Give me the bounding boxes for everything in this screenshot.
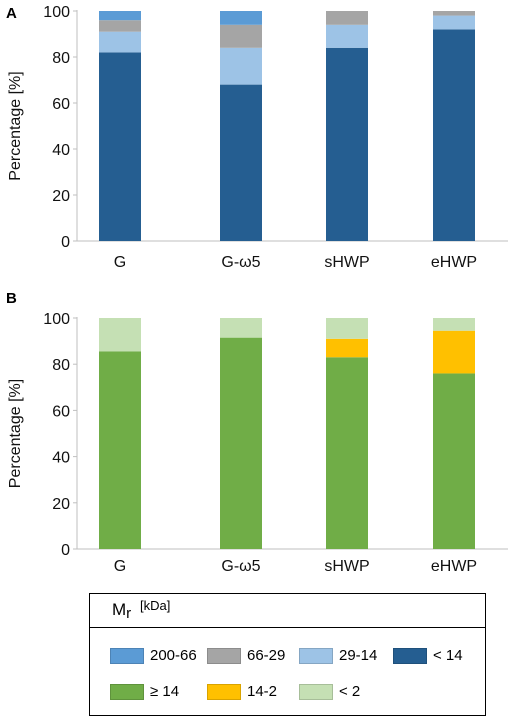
y-tick-label: 80 — [52, 357, 70, 374]
bar-segment — [220, 337, 262, 549]
bar-segment — [99, 31, 141, 53]
legend-title: Mr [kDa] — [90, 594, 485, 628]
legend-label: 29-14 — [339, 647, 378, 664]
legend-title-unit: [kDa] — [140, 598, 171, 613]
legend-label: 66-29 — [247, 647, 286, 664]
bar-segment — [433, 29, 475, 242]
legend-label: < 14 — [433, 647, 463, 664]
x-category-label: G — [114, 558, 126, 575]
y-tick-label: 20 — [52, 496, 70, 513]
bar-segment — [220, 84, 262, 241]
bar-segment — [99, 318, 141, 352]
legend-label: ≥ 14 — [150, 683, 180, 700]
y-tick-label: 0 — [61, 542, 70, 559]
legend-swatch — [207, 684, 241, 700]
bar-segment — [433, 330, 475, 374]
y-tick-label: 60 — [52, 403, 70, 420]
bar-segment — [220, 318, 262, 338]
bar-segment — [99, 11, 141, 21]
y-tick-label: 100 — [43, 311, 70, 328]
bar-segment — [326, 357, 368, 549]
bar-segment — [433, 15, 475, 30]
legend-swatch — [207, 648, 241, 664]
y-tick-label: 60 — [52, 96, 70, 113]
x-category-label: sHWP — [324, 254, 369, 271]
legend-swatch — [110, 684, 144, 700]
legend-swatch — [299, 684, 333, 700]
bar-segment — [220, 11, 262, 25]
bar-segment — [99, 351, 141, 549]
legend-title-symbol: Mr — [112, 600, 132, 622]
bar-segment — [433, 11, 475, 16]
y-tick-label: 0 — [61, 234, 70, 251]
legend-swatch — [110, 648, 144, 664]
x-category-label: eHWP — [431, 254, 477, 271]
legend-swatch — [299, 648, 333, 664]
legend-swatch — [393, 648, 427, 664]
bar-segment — [220, 24, 262, 48]
bar-segment — [326, 24, 368, 48]
bar-segment — [433, 318, 475, 331]
bar-segment — [326, 11, 368, 25]
bar-segment — [99, 52, 141, 242]
x-category-label: eHWP — [431, 558, 477, 575]
legend-label: 200-66 — [150, 647, 197, 664]
chart-panel-b: B 0 20 40 60 80 100 Percentage [%] G G-ω5 sHWP eHWP — [6, 290, 508, 575]
charts-svg: A 0 20 40 60 80 100 Percentage [%] G G-ω5 sHWP eHWP… — [6, 4, 508, 575]
bar-segment — [326, 338, 368, 358]
y-tick-label: 100 — [43, 4, 70, 21]
x-category-label: G-ω5 — [221, 558, 260, 575]
y-axis-label: Percentage [%] — [7, 71, 24, 180]
y-tick-label: 80 — [52, 50, 70, 67]
legend-label: < 2 — [339, 683, 361, 700]
legend: Mr [kDa] 200-66 66-29 29-14 < 14 ≥ 14 14… — [89, 593, 486, 716]
bar-segment — [326, 318, 368, 339]
y-tick-label: 40 — [52, 450, 70, 467]
chart-panel-a: A 0 20 40 60 80 100 Percentage [%] G G-ω5 sHWP eHWP — [6, 4, 508, 271]
bar-segment — [326, 47, 368, 241]
bar-segment — [99, 20, 141, 32]
panel-label: A — [6, 5, 17, 22]
y-tick-label: 20 — [52, 188, 70, 205]
x-category-label: G — [114, 254, 126, 271]
panel-label: B — [6, 290, 17, 307]
bar-segment — [220, 47, 262, 85]
bar-segment — [433, 373, 475, 549]
y-tick-label: 40 — [52, 142, 70, 159]
x-category-label: G-ω5 — [221, 254, 260, 271]
y-axis-label: Percentage [%] — [7, 379, 24, 488]
x-category-label: sHWP — [324, 558, 369, 575]
legend-label: 14-2 — [247, 683, 278, 700]
